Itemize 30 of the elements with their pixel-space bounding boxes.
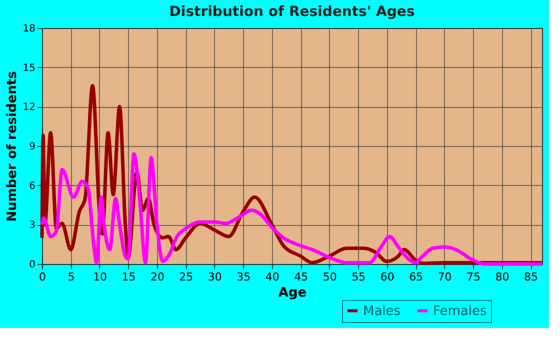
- x-tick-label: 30: [208, 270, 222, 284]
- x-tick-label: 15: [122, 270, 136, 284]
- x-tick-label: 20: [150, 270, 164, 284]
- x-tick-label: 45: [294, 270, 308, 284]
- x-tick-label: 25: [179, 270, 194, 284]
- x-tick-label: 80: [495, 270, 510, 284]
- x-tick-label: 55: [352, 270, 366, 284]
- y-axis-title: Number of residents: [4, 70, 20, 222]
- x-tick-label: 70: [438, 270, 452, 284]
- x-tick-label: 0: [39, 270, 46, 284]
- x-tick-label: 5: [68, 270, 75, 284]
- y-tick-label: 9: [29, 142, 36, 152]
- x-axis-title: Age: [278, 286, 307, 300]
- chart-title: Distribution of Residents' Ages: [169, 4, 415, 20]
- y-tick-label: 15: [22, 62, 36, 74]
- x-tick-label: 75: [466, 270, 481, 284]
- x-tick-label: 40: [265, 270, 280, 284]
- y-tick-label: 0: [29, 260, 36, 270]
- legend-label: Females: [433, 304, 488, 319]
- y-tick-label: 3: [29, 220, 36, 232]
- y-tick-label: 6: [29, 180, 36, 192]
- y-tick-label: 12: [22, 102, 36, 114]
- y-tick-label: 18: [22, 24, 36, 34]
- x-tick-label: 50: [322, 270, 337, 284]
- x-tick-label: 35: [236, 270, 251, 284]
- x-tick-label: 65: [409, 270, 424, 284]
- x-tick-label: 10: [92, 270, 107, 284]
- x-tick-label: 60: [380, 270, 394, 284]
- x-tick-label: 85: [524, 270, 538, 284]
- legend-label: Males: [363, 304, 401, 319]
